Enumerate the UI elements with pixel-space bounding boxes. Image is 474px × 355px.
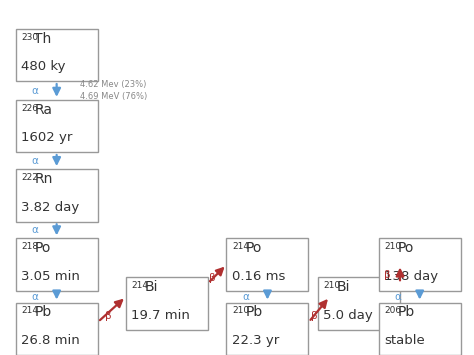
Text: 218: 218 xyxy=(21,242,38,251)
FancyBboxPatch shape xyxy=(126,277,208,330)
Text: Th: Th xyxy=(35,32,52,46)
Text: 206: 206 xyxy=(384,306,401,315)
FancyBboxPatch shape xyxy=(227,239,309,291)
Text: β: β xyxy=(383,271,390,280)
FancyBboxPatch shape xyxy=(379,239,461,291)
Text: 214: 214 xyxy=(232,242,249,251)
Text: 226: 226 xyxy=(21,104,38,113)
FancyBboxPatch shape xyxy=(16,29,98,81)
Text: 19.7 min: 19.7 min xyxy=(131,309,190,322)
Text: 3.05 min: 3.05 min xyxy=(21,270,80,283)
Text: 1602 yr: 1602 yr xyxy=(21,131,73,144)
Text: α: α xyxy=(31,292,38,302)
Text: Bi: Bi xyxy=(145,280,158,294)
Text: 22.3 yr: 22.3 yr xyxy=(232,334,279,347)
FancyBboxPatch shape xyxy=(318,277,400,330)
FancyBboxPatch shape xyxy=(16,239,98,291)
Text: Bi: Bi xyxy=(337,280,350,294)
Text: Po: Po xyxy=(397,241,414,255)
FancyBboxPatch shape xyxy=(16,302,98,355)
Text: Rn: Rn xyxy=(35,172,53,186)
Text: 0.16 ms: 0.16 ms xyxy=(232,270,285,283)
Text: 230: 230 xyxy=(21,33,38,42)
Text: 214: 214 xyxy=(131,281,148,290)
Text: 210: 210 xyxy=(323,281,340,290)
Text: β: β xyxy=(311,311,318,321)
Text: Pb: Pb xyxy=(397,305,415,320)
FancyBboxPatch shape xyxy=(16,169,98,222)
Text: 138 day: 138 day xyxy=(384,270,438,283)
Text: Ra: Ra xyxy=(35,103,53,117)
Text: 210: 210 xyxy=(232,306,249,315)
FancyBboxPatch shape xyxy=(16,100,98,152)
Text: 214: 214 xyxy=(21,306,38,315)
Text: 26.8 min: 26.8 min xyxy=(21,334,80,347)
Text: 5.0 day: 5.0 day xyxy=(323,309,373,322)
FancyBboxPatch shape xyxy=(379,302,461,355)
Text: 210: 210 xyxy=(384,242,401,251)
Text: α: α xyxy=(31,155,38,165)
Text: stable: stable xyxy=(384,334,425,347)
Text: β: β xyxy=(105,311,111,321)
Text: 3.82 day: 3.82 day xyxy=(21,201,80,214)
Text: Pb: Pb xyxy=(35,305,52,320)
FancyBboxPatch shape xyxy=(227,302,309,355)
Text: Po: Po xyxy=(35,241,51,255)
Text: 4.62 Mev (23%)
4.69 MeV (76%): 4.62 Mev (23%) 4.69 MeV (76%) xyxy=(80,80,147,101)
Text: β: β xyxy=(210,273,216,283)
Text: α: α xyxy=(31,86,38,95)
Text: α: α xyxy=(394,292,401,302)
Text: Po: Po xyxy=(245,241,262,255)
Text: α: α xyxy=(31,225,38,235)
Text: α: α xyxy=(242,292,249,302)
Text: Pb: Pb xyxy=(245,305,263,320)
Text: 222: 222 xyxy=(21,173,38,182)
Text: 480 ky: 480 ky xyxy=(21,60,66,73)
